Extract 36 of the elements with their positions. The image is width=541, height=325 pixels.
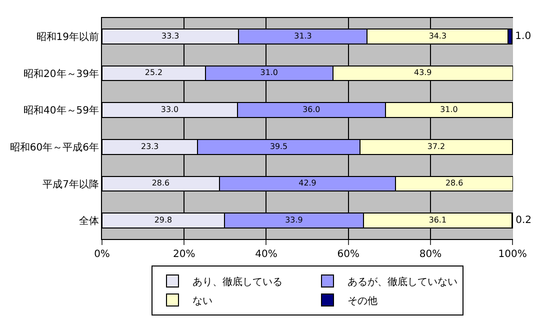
- data-label: 31.3: [294, 31, 312, 40]
- data-label: 33.0: [160, 105, 179, 114]
- data-label: 33.9: [285, 216, 303, 225]
- legend-label: その他: [348, 294, 378, 307]
- y-tick-label: 平成7年以降: [42, 178, 99, 190]
- y-tick-label: 昭和20年～39年: [24, 68, 99, 80]
- data-label: 31.0: [260, 68, 278, 78]
- data-label: 1.0: [515, 30, 532, 42]
- data-label: 33.3: [162, 31, 180, 40]
- y-tick-label: 全体: [79, 215, 99, 228]
- data-label: 37.2: [427, 142, 446, 151]
- data-label: 23.3: [141, 142, 159, 151]
- x-tick-label: 20%: [173, 249, 196, 260]
- x-tick-label: 80%: [419, 249, 442, 260]
- data-label: 28.6: [445, 178, 464, 188]
- y-tick-label: 昭和40年～59年: [24, 104, 99, 117]
- data-label: 36.0: [302, 105, 320, 114]
- data-label: 43.9: [414, 68, 432, 78]
- data-label: 42.9: [298, 178, 316, 188]
- data-label: 25.2: [144, 68, 163, 78]
- x-tick-label: 40%: [255, 249, 278, 260]
- x-tick-label: 0%: [94, 249, 110, 260]
- legend-label: ない: [192, 296, 212, 307]
- data-label: 0.2: [516, 215, 532, 226]
- legend-label: あり、徹底している: [192, 276, 282, 288]
- data-label: 28.6: [152, 178, 170, 188]
- data-label: 29.8: [154, 216, 172, 225]
- data-label: 39.5: [270, 142, 288, 151]
- x-tick-label: 100%: [498, 249, 527, 260]
- y-tick-label: 昭和60年～平成6年: [10, 141, 99, 154]
- y-tick-label: 昭和19年以前: [36, 30, 99, 43]
- data-label: 34.3: [428, 31, 446, 40]
- data-label: 31.0: [440, 105, 458, 114]
- x-tick-label: 60%: [337, 249, 360, 260]
- data-label: 36.1: [428, 216, 446, 225]
- legend-label: あるが、徹底していない: [348, 276, 458, 288]
